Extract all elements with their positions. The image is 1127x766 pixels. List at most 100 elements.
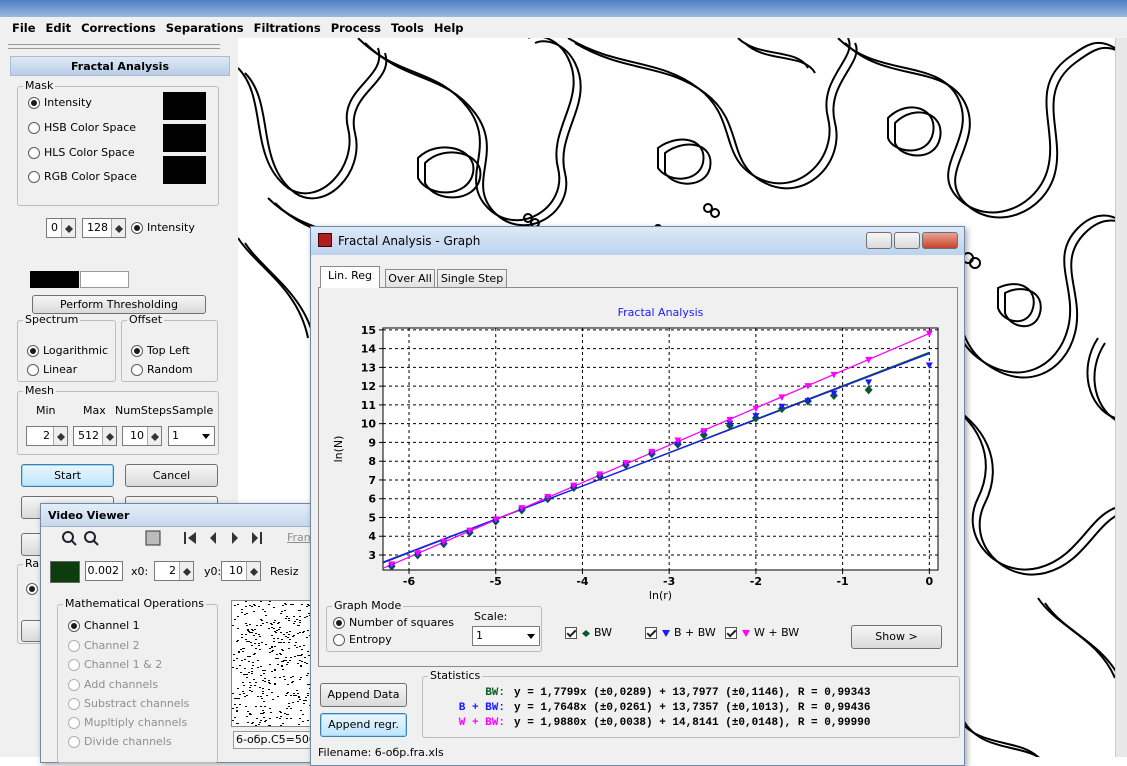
radio-button[interactable] (68, 659, 80, 671)
radio-button[interactable] (28, 171, 40, 183)
group-label: Mathematical Operations (63, 597, 206, 610)
show-button[interactable]: Show > (851, 625, 942, 649)
radio-button[interactable] (27, 364, 39, 376)
radio-button[interactable] (68, 640, 80, 652)
window-title: Video Viewer (48, 509, 130, 522)
radio-label: Linear (43, 363, 78, 376)
data-point (492, 516, 500, 523)
radio-button[interactable] (131, 364, 143, 376)
tab[interactable]: Single Step (437, 269, 507, 287)
app-icon (318, 233, 332, 247)
statistics-label: BW: (485, 687, 505, 699)
append-regr-button[interactable]: Append regr. (320, 713, 407, 737)
radio-label: Number of squares (349, 616, 454, 629)
toolbar-icons (62, 530, 262, 546)
radio-button[interactable] (131, 345, 143, 357)
menu-bar: File Edit Corrections Separations Filtration… (0, 17, 1127, 38)
radio-button[interactable] (28, 122, 40, 134)
x-axis-label: ln(r) (649, 589, 672, 602)
menu-item[interactable]: Edit (45, 20, 72, 35)
group-box (121, 320, 218, 382)
radio-label: HSB Color Space (44, 121, 137, 134)
y-tick-label: 5 (368, 511, 376, 524)
tab[interactable]: Lin. Reg (320, 266, 380, 288)
data-point (388, 561, 396, 568)
menu-item[interactable]: Help (433, 20, 464, 35)
perform-thresholding-button[interactable]: Perform Thresholding (32, 295, 206, 314)
menu-item[interactable]: Filtrations (253, 20, 321, 35)
spin-arrows (179, 562, 193, 580)
data-point (778, 403, 786, 411)
radio-button[interactable] (68, 736, 80, 748)
maximize-button[interactable] (894, 232, 920, 249)
statistics-text: y = 1,9880x (±0,0038) + 14,8141 (±0,0148… (514, 717, 871, 729)
x0-label: x0: (131, 565, 149, 578)
radio-button[interactable] (26, 583, 38, 595)
radio-button[interactable] (131, 222, 143, 234)
y-axis-label: ln(N) (332, 436, 345, 463)
start-button[interactable]: Start (21, 464, 114, 487)
window-title-bar (41, 504, 317, 527)
radio-button[interactable] (27, 345, 39, 357)
scrollbar (1115, 38, 1127, 757)
x-tick-label: -6 (403, 575, 416, 588)
radio-button[interactable] (68, 620, 80, 632)
window-title-bar (311, 227, 964, 255)
radio-button[interactable] (28, 97, 40, 109)
dropdown[interactable]: 1 (472, 626, 540, 646)
radio-button[interactable] (68, 717, 80, 729)
legend-label: B + BW (674, 626, 716, 639)
menu-item[interactable]: Corrections (81, 20, 156, 35)
data-point (925, 362, 933, 370)
data-point (925, 330, 933, 338)
value-field[interactable]: 0.002 (85, 561, 123, 581)
statistics-text: y = 1,7648x (±0,0261) + 13,7357 (±0,1013… (514, 702, 871, 714)
data-point (804, 398, 812, 405)
radio-label: Divide channels (84, 735, 172, 748)
mesh-header: Min (36, 404, 56, 417)
cancel-button[interactable]: Cancel (125, 464, 218, 487)
menu-item[interactable]: Tools (391, 20, 424, 35)
radio-button[interactable] (28, 147, 40, 159)
minimize-button[interactable] (866, 232, 892, 249)
dropdown[interactable]: 1 (168, 426, 215, 446)
radio-button[interactable] (68, 679, 80, 691)
radio-label: Logarithmic (43, 344, 109, 357)
data-point (414, 550, 422, 557)
radio-label: Mupltiply channels (84, 716, 188, 729)
radio-button[interactable] (333, 634, 345, 646)
filename: Filename: 6-обр.fra.xls (318, 746, 444, 759)
data-point (440, 538, 448, 546)
y-tick-label: 13 (361, 361, 376, 374)
radio-button[interactable] (68, 698, 80, 710)
radio-label: Channel 2 (84, 639, 140, 652)
tab[interactable]: Over All (385, 269, 435, 287)
x-tick-label: -4 (576, 575, 589, 588)
legend-checkbox[interactable] (725, 627, 737, 639)
menu-item[interactable]: File (12, 20, 36, 35)
x-tick-label: -3 (663, 575, 675, 588)
y-tick-label: 12 (361, 380, 376, 393)
y-tick-label: 4 (368, 530, 376, 543)
y-tick-label: 15 (361, 324, 376, 337)
y0-label: y0: (204, 565, 222, 578)
legend-checkbox[interactable] (645, 627, 657, 639)
chart-title: Fractal Analysis (618, 306, 704, 319)
menu-item[interactable]: Separations (165, 20, 244, 35)
append-data-button[interactable]: Append Data (320, 683, 407, 707)
menu-item[interactable]: Process (330, 20, 381, 35)
data-point (674, 441, 682, 448)
group-label: Statistics (428, 669, 483, 682)
y-tick-label: 7 (368, 474, 376, 487)
close-button[interactable] (922, 232, 958, 249)
data-point (570, 482, 578, 490)
statistics-label: W + BW: (458, 717, 505, 729)
regression-line (382, 352, 930, 563)
radio-button[interactable] (333, 617, 345, 629)
group-label: Mesh (23, 384, 56, 397)
legend-checkbox[interactable] (565, 627, 577, 639)
y-tick-label: 3 (368, 549, 376, 562)
radio-label: Intensity (147, 221, 195, 234)
data-point (700, 428, 708, 435)
spin-arrows (147, 427, 161, 445)
